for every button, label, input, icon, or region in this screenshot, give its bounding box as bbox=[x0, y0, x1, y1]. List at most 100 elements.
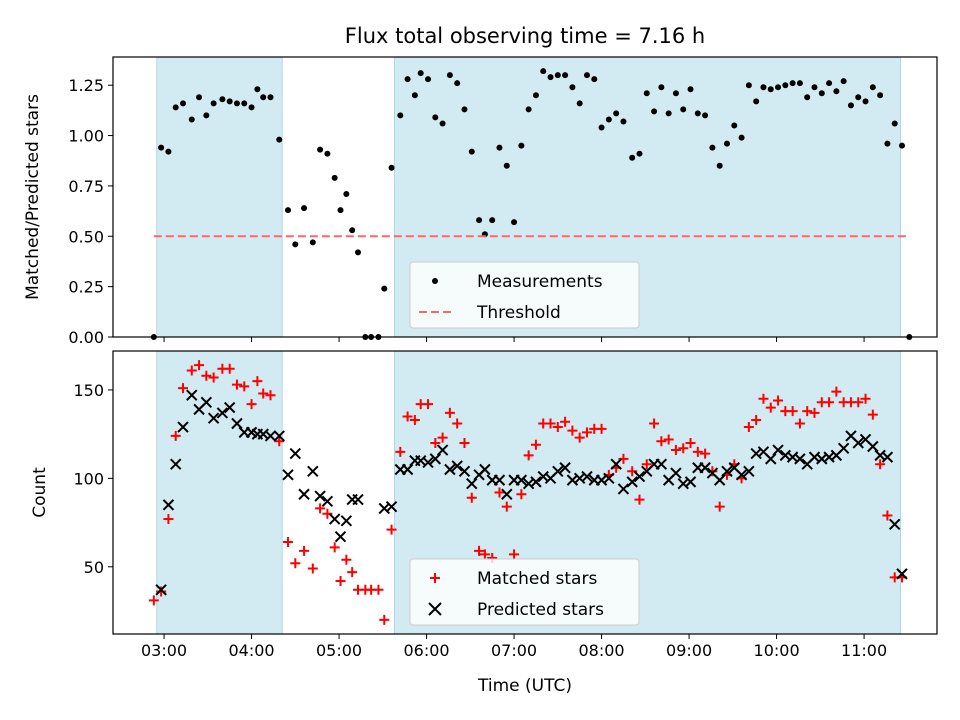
predicted-star-point bbox=[334, 531, 347, 543]
matched-star-point bbox=[283, 537, 294, 548]
measurement-point bbox=[219, 96, 226, 103]
measurement-point bbox=[343, 190, 350, 197]
matched-star-point bbox=[581, 427, 592, 438]
measurement-point bbox=[254, 86, 261, 93]
matched-star-point bbox=[402, 411, 413, 422]
y-tick-label: 0.00 bbox=[68, 328, 104, 347]
matched-star-point bbox=[787, 406, 798, 417]
measurement-point bbox=[388, 164, 395, 171]
predicted-star-point bbox=[264, 430, 277, 442]
predicted-star-point bbox=[451, 460, 463, 472]
measurement-point bbox=[276, 136, 283, 143]
measurement-point bbox=[404, 76, 411, 83]
legend-label: Matched stars bbox=[477, 569, 597, 589]
measurement-point bbox=[324, 150, 331, 157]
predicted-star-point bbox=[552, 465, 564, 477]
measurement-point bbox=[525, 106, 532, 113]
legend: Matched stars Predicted stars bbox=[409, 558, 640, 626]
predicted-star-point bbox=[186, 389, 198, 401]
predicted-star-point bbox=[207, 412, 220, 424]
y-axis-label: Matched/Predicted stars bbox=[23, 94, 43, 300]
matched-star-point bbox=[341, 554, 352, 565]
measurement-point bbox=[826, 80, 833, 87]
series-matched-stars bbox=[148, 360, 907, 625]
measurement-point bbox=[847, 102, 854, 109]
matched-star-point bbox=[201, 370, 212, 381]
predicted-star-point bbox=[794, 453, 806, 465]
measurement-point bbox=[317, 146, 324, 153]
top-plot-panel: 0.00 0.25 0.50 0.75 1.00 1.25 Matched/Predicte… bbox=[23, 56, 938, 347]
measurement-point bbox=[233, 100, 240, 107]
matched-star-point bbox=[860, 393, 871, 404]
predicted-star-point bbox=[501, 488, 513, 500]
predicted-star-point bbox=[837, 442, 850, 454]
measurement-point bbox=[804, 94, 811, 101]
measurement-point bbox=[884, 140, 891, 147]
y-tick-label: 1.00 bbox=[68, 127, 104, 146]
measurement-point bbox=[789, 80, 796, 87]
measurement-point bbox=[702, 112, 709, 119]
matched-star-point bbox=[809, 407, 820, 418]
predicted-star-point bbox=[617, 483, 630, 495]
x-tick-label: 06:00 bbox=[404, 641, 450, 660]
matched-star-point bbox=[714, 501, 725, 512]
measurement-point bbox=[196, 94, 203, 101]
predicted-star-point bbox=[699, 462, 711, 474]
predicted-star-point bbox=[314, 490, 326, 502]
legend-box bbox=[409, 558, 640, 626]
legend-label: Threshold bbox=[476, 303, 561, 323]
predicted-star-point bbox=[626, 476, 638, 488]
x-tick-label: 08:00 bbox=[579, 641, 625, 660]
legend: Measurements Threshold bbox=[409, 261, 640, 329]
predicted-star-point bbox=[684, 476, 697, 488]
matched-star-point bbox=[423, 399, 434, 410]
matched-star-point bbox=[178, 383, 189, 394]
axes-frame bbox=[112, 56, 938, 338]
measurement-point bbox=[745, 82, 752, 89]
matched-star-point bbox=[466, 492, 477, 503]
bottom-plot-panel: 03:00 04:00 05:00 06:00 07:00 08:00 09:00 10:00… bbox=[30, 350, 938, 660]
measurement-point bbox=[643, 90, 650, 97]
matched-star-point bbox=[802, 406, 813, 417]
matched-star-point bbox=[395, 446, 406, 457]
matched-star-point bbox=[758, 393, 769, 404]
matched-star-point bbox=[875, 459, 886, 470]
predicted-star-point bbox=[479, 463, 491, 476]
legend-marker-measurements bbox=[432, 278, 438, 284]
measurement-point bbox=[309, 239, 316, 246]
matched-star-point bbox=[148, 595, 159, 606]
matched-star-point bbox=[685, 437, 696, 448]
measurement-point bbox=[532, 92, 539, 99]
measurement-point bbox=[518, 142, 525, 149]
predicted-star-point bbox=[352, 493, 364, 506]
matched-star-point bbox=[649, 418, 660, 429]
measurement-point bbox=[411, 92, 418, 99]
predicted-star-point bbox=[867, 440, 879, 453]
measurement-point bbox=[723, 140, 730, 147]
figure-title: Flux total observing time = 7.16 h bbox=[345, 24, 705, 48]
matched-star-point bbox=[641, 459, 652, 470]
predicted-star-point bbox=[713, 474, 726, 486]
measurement-point bbox=[591, 76, 598, 83]
measurement-point bbox=[260, 94, 267, 101]
measurement-point bbox=[782, 82, 789, 89]
matched-star-point bbox=[824, 397, 835, 408]
matched-star-point bbox=[656, 436, 667, 447]
predicted-star-point bbox=[162, 499, 175, 511]
measurement-point bbox=[248, 104, 255, 111]
y-tick-label: 0.25 bbox=[68, 278, 104, 297]
matched-star-point bbox=[452, 418, 463, 429]
matched-star-point bbox=[444, 407, 455, 418]
predicted-star-point bbox=[896, 568, 908, 580]
y-tick-label: 100 bbox=[73, 469, 104, 488]
measurement-point bbox=[188, 116, 195, 123]
matched-star-point bbox=[523, 450, 534, 461]
measurement-point bbox=[355, 249, 362, 256]
measurement-point bbox=[425, 76, 432, 83]
matched-star-point bbox=[186, 365, 197, 376]
matched-star-point bbox=[853, 397, 864, 408]
predicted-star-point bbox=[888, 518, 901, 531]
matched-star-point bbox=[231, 379, 242, 390]
predicted-star-point bbox=[289, 447, 302, 460]
